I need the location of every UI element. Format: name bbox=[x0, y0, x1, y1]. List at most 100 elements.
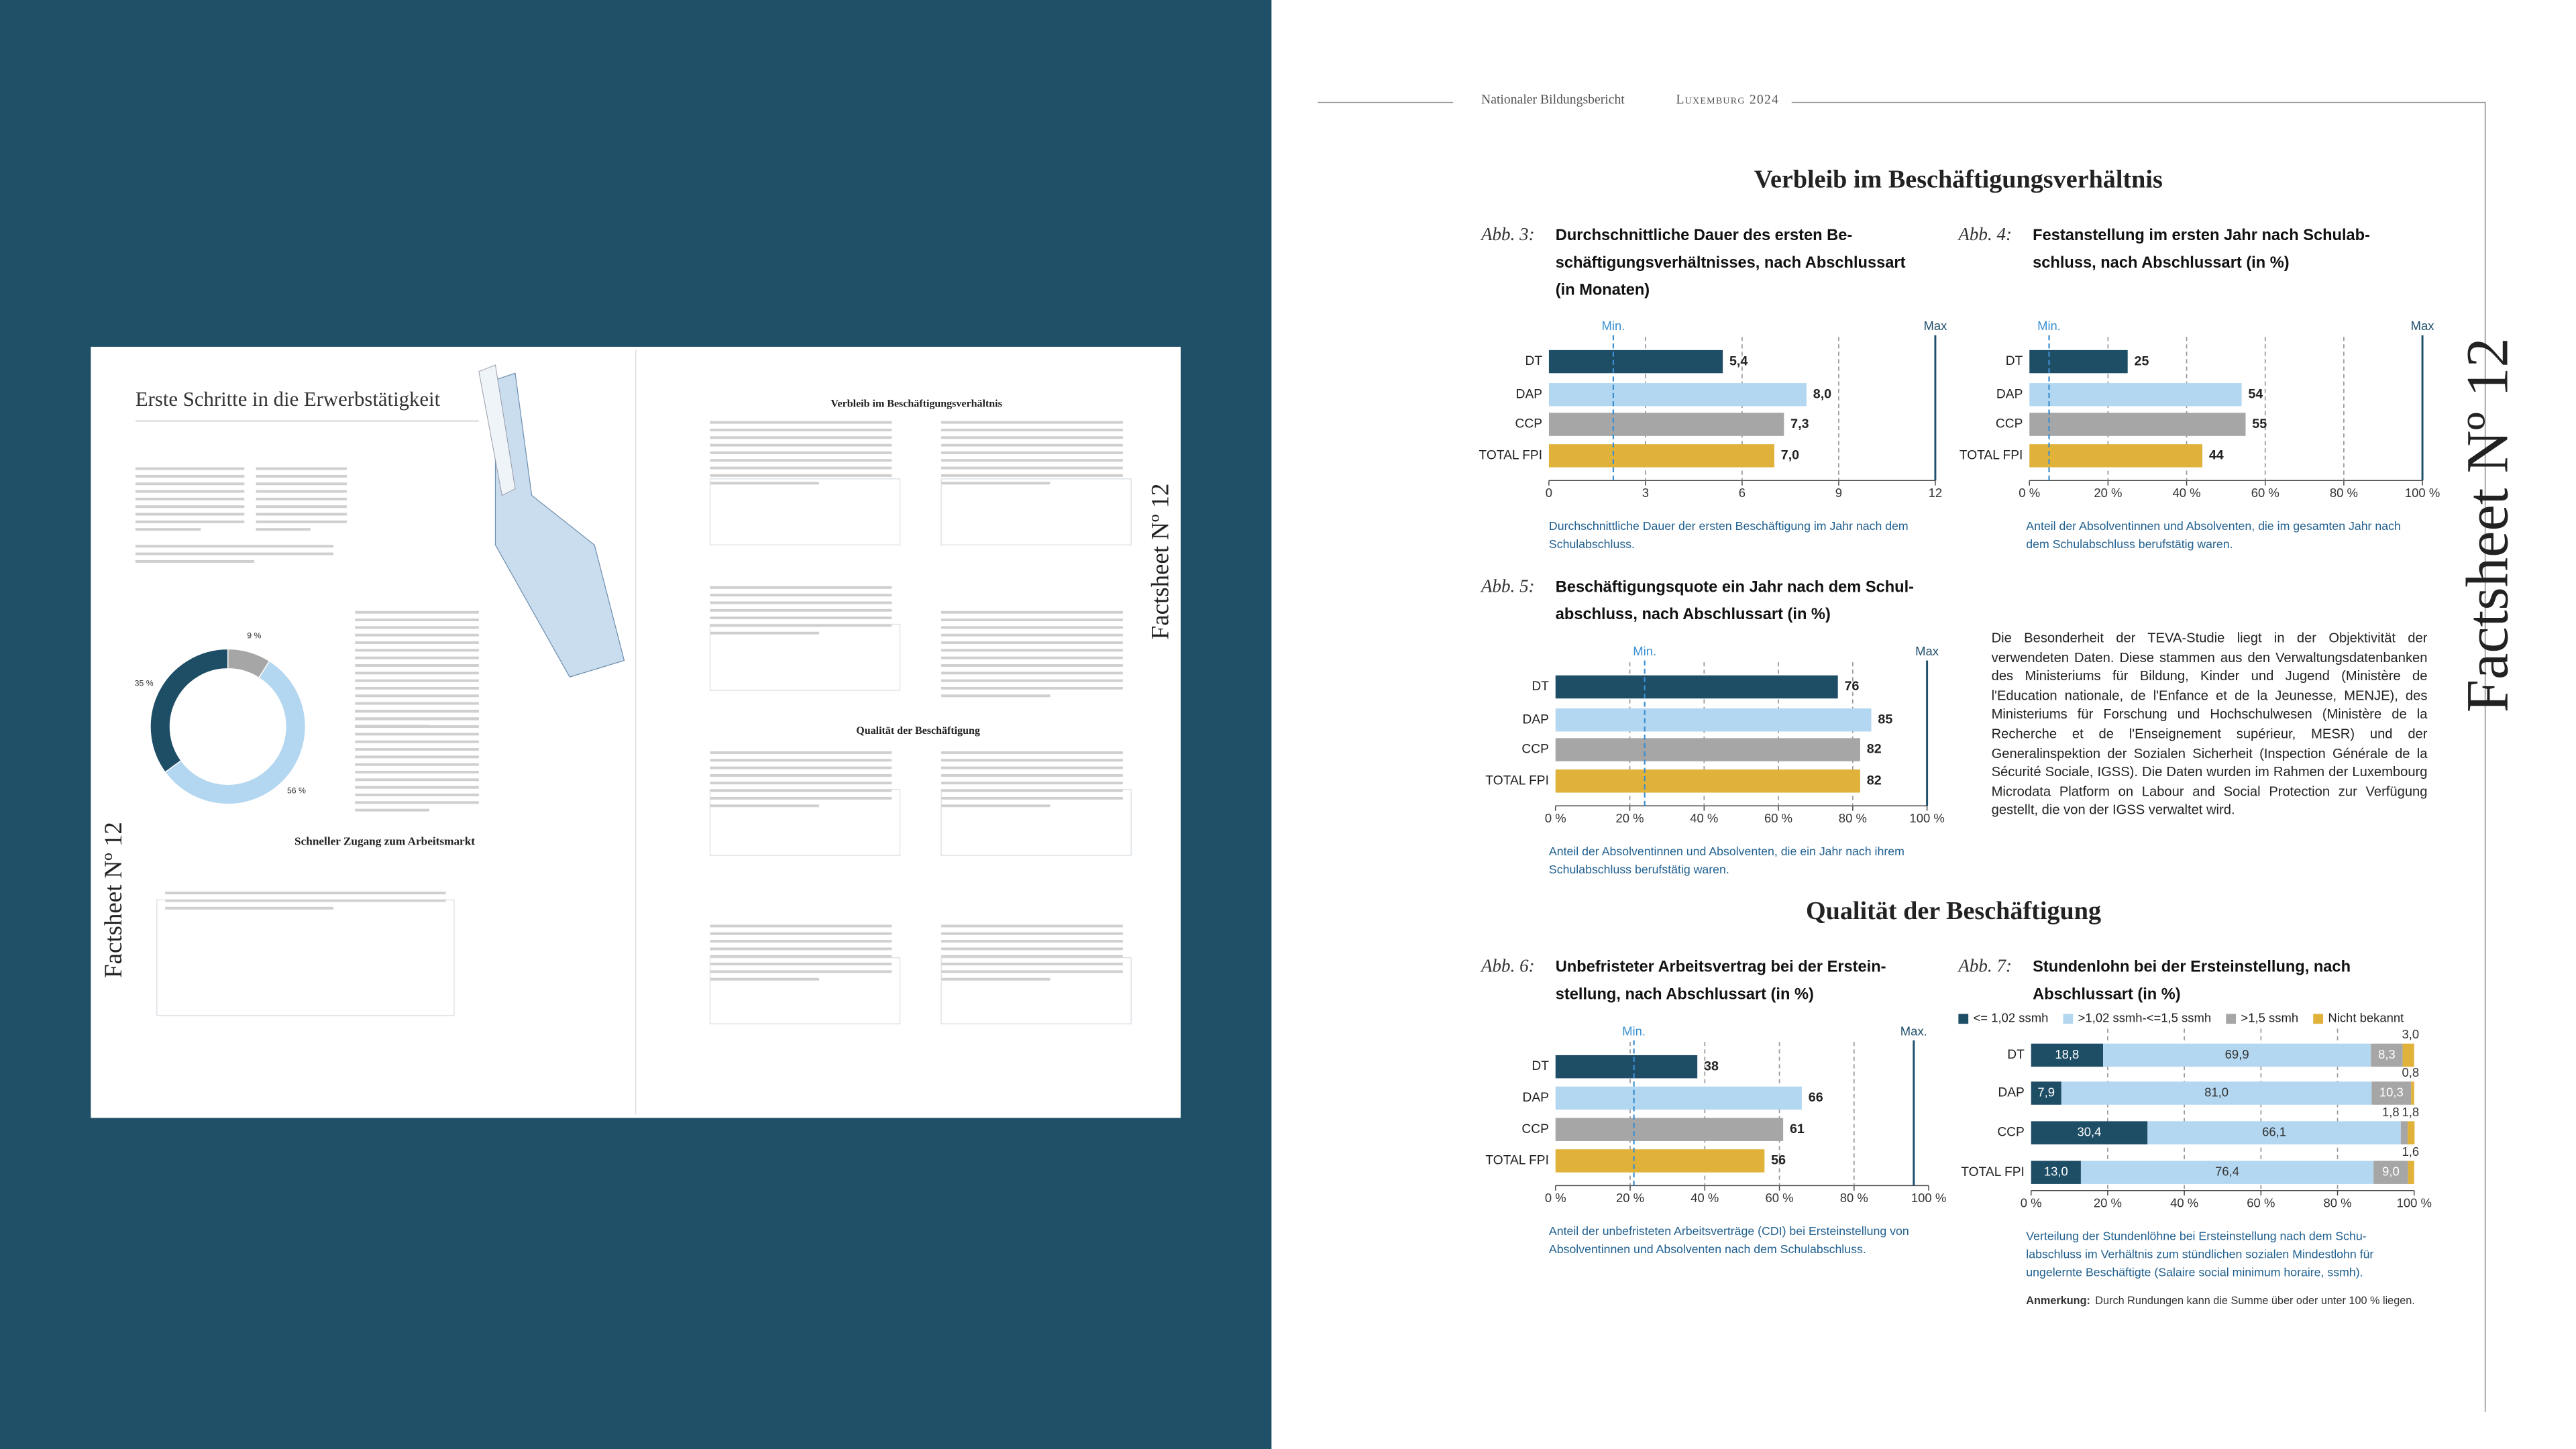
value-label: 9,0 bbox=[2382, 1165, 2400, 1179]
max-label: Max. bbox=[1900, 1024, 1927, 1038]
category-label: DAP bbox=[1516, 387, 1542, 401]
x-tick-label: 60 % bbox=[1766, 1191, 1794, 1205]
thumbnail-text-line bbox=[256, 497, 347, 500]
note: Durch Rundungen kann die Summe über oder… bbox=[2095, 1295, 2415, 1307]
legend-swatch bbox=[2226, 1014, 2237, 1024]
thumbnail-text-line bbox=[710, 963, 892, 966]
figure-number: Abb. 6: bbox=[1480, 956, 1535, 976]
caption: Anteil der Absolventinnen und Absolvente… bbox=[2026, 519, 2401, 533]
thumbnail-text-line bbox=[135, 490, 245, 493]
x-tick-label: 0 % bbox=[2019, 486, 2040, 500]
thumbnail-text-line bbox=[941, 466, 1123, 470]
category-label: DT bbox=[2007, 1048, 2025, 1062]
value-label: 76,4 bbox=[2215, 1165, 2239, 1179]
caption: Anteil der unbefristeten Arbeitsverträge… bbox=[1549, 1224, 1909, 1238]
thumbnail-chart-area bbox=[941, 957, 1132, 1024]
x-tick-label: 60 % bbox=[2247, 1195, 2275, 1210]
thumbnail-text-line bbox=[710, 601, 892, 604]
thumbnail-illustration bbox=[494, 372, 625, 678]
thumbnail-text-line bbox=[355, 664, 479, 667]
thumbnail-text-line bbox=[355, 672, 479, 675]
value-label: 7,9 bbox=[2037, 1085, 2055, 1099]
x-tick-label: 40 % bbox=[2170, 1195, 2198, 1210]
x-tick-label: 20 % bbox=[2094, 486, 2122, 500]
thumbnail-text-line bbox=[710, 594, 892, 597]
chart-title: stellung, nach Abschlussart (in %) bbox=[1556, 985, 1814, 1003]
thumbnail-text-line bbox=[941, 759, 1123, 762]
value-label: 38 bbox=[1704, 1059, 1719, 1073]
thumbnail-text-line bbox=[710, 751, 892, 754]
thumbnail-text-line bbox=[256, 482, 347, 486]
value-label: 1,8 bbox=[2402, 1105, 2419, 1119]
chart-title: Beschäftigungsquote ein Jahr nach dem Sc… bbox=[1556, 579, 1914, 596]
bar-segment bbox=[2408, 1121, 2415, 1144]
thumbnail-text-line bbox=[710, 624, 892, 627]
thumbnail-text-line bbox=[710, 766, 892, 769]
value-label: 44 bbox=[2209, 448, 2224, 463]
x-tick-label: 80 % bbox=[2330, 486, 2358, 500]
thumbnail-text-line bbox=[941, 773, 1123, 777]
thumbnail-text-line bbox=[135, 513, 245, 516]
note-label: Anmerkung: bbox=[2026, 1295, 2090, 1307]
thumbnail-text-line bbox=[941, 924, 1123, 928]
thumbnail-text-line bbox=[941, 474, 1123, 477]
thumbnail-chart-area bbox=[709, 478, 901, 545]
thumbnail-text-line bbox=[941, 649, 1123, 652]
thumbnail-text-line bbox=[710, 924, 892, 928]
thumbnail-chart-area bbox=[709, 789, 901, 856]
chart-title: (in Monaten) bbox=[1556, 281, 1650, 299]
category-label: TOTAL FPI bbox=[1485, 1154, 1549, 1168]
thumbnail-text-line bbox=[941, 782, 1123, 785]
bar bbox=[1555, 1055, 1698, 1079]
bar bbox=[2029, 413, 2246, 436]
thumbnail-text-line bbox=[941, 436, 1123, 439]
legend-label: >1,02 ssmh-<=1,5 ssmh bbox=[2078, 1011, 2211, 1025]
chart-title: Durchschnittliche Dauer des ersten Be- bbox=[1556, 227, 1852, 244]
thumbnail-text-line bbox=[710, 443, 892, 447]
thumbnail-text-line bbox=[710, 608, 892, 612]
bar-segment bbox=[2080, 1161, 2374, 1184]
bar-segment bbox=[2031, 1043, 2104, 1067]
x-tick-label: 20 % bbox=[1616, 1191, 1644, 1205]
value-label: 25 bbox=[2135, 354, 2149, 368]
max-label: Max bbox=[1923, 319, 1947, 333]
x-tick-label: 6 bbox=[1739, 486, 1746, 500]
caption: ungelernte Beschäftigte (Salaire social … bbox=[2026, 1266, 2363, 1279]
thumbnail-text-line bbox=[355, 755, 479, 759]
thumbnail-text-line bbox=[710, 436, 892, 439]
value-label: 81,0 bbox=[2204, 1085, 2229, 1099]
x-tick-label: 9 bbox=[1835, 486, 1842, 500]
category-label: TOTAL FPI bbox=[1961, 1165, 2025, 1179]
thumbnail-text-line bbox=[710, 804, 819, 808]
bar-segment bbox=[2373, 1161, 2408, 1184]
bar bbox=[1548, 350, 1723, 374]
thumbnail-text-line bbox=[710, 970, 892, 973]
thumbnail-text-line bbox=[941, 970, 1123, 973]
x-tick-label: 40 % bbox=[1690, 1191, 1719, 1205]
thumbnail-text-line bbox=[941, 626, 1123, 629]
thumbnail-text-line bbox=[355, 801, 479, 804]
caption: Schulabschluss. bbox=[1549, 537, 1635, 551]
figure-number: Abb. 5: bbox=[1480, 576, 1535, 596]
thumbnail-chart-area bbox=[156, 899, 455, 1016]
thumbnail-tube bbox=[478, 364, 516, 496]
thumbnail-text-line bbox=[941, 932, 1123, 935]
thumbnail-text-line bbox=[355, 641, 479, 644]
thumbnail-text-line bbox=[941, 610, 1123, 614]
thumbnail-text-line bbox=[941, 619, 1123, 622]
bar-segment bbox=[2103, 1043, 2371, 1067]
thumbnail-text-line bbox=[135, 520, 245, 523]
figure-number: Abb. 7: bbox=[1957, 956, 2012, 976]
value-label: 8,3 bbox=[2378, 1047, 2396, 1061]
thumbnail-text-line bbox=[135, 559, 255, 563]
bar-segment bbox=[2031, 1081, 2061, 1105]
paragraph-box: Die Besonderheit der TEVA-Studie liegt i… bbox=[1992, 631, 2428, 818]
caption: Absolventinnen und Absolventen nach dem … bbox=[1549, 1242, 1866, 1256]
thumbnail-text-line bbox=[256, 490, 347, 493]
thumbnail-text-line bbox=[355, 733, 479, 736]
thumbnail-text-line bbox=[941, 451, 1123, 454]
thumbnail-text-line bbox=[355, 717, 479, 720]
bar bbox=[1555, 675, 1838, 699]
thumbnail-section: Verbleib im Beschäftigungsverhältnis bbox=[830, 398, 1002, 410]
